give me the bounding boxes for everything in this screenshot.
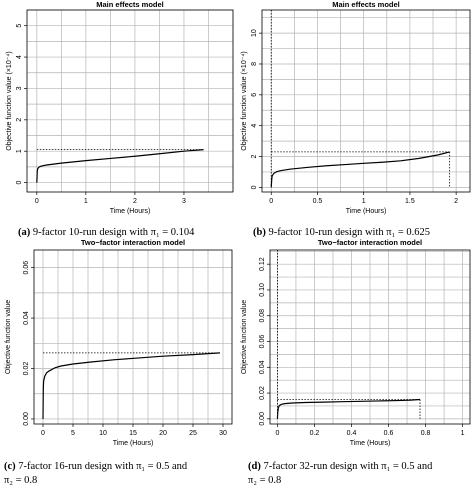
caption-c-line2: π₂ = 0.8 xyxy=(4,475,38,486)
chart-b-xlabel: Time (Hours) xyxy=(346,208,387,215)
chart-d-title: Two−factor interaction model xyxy=(318,238,422,247)
chart-d-xtick-label-4: 0.8 xyxy=(421,430,431,437)
chart-d-xtick-label-1: 0.2 xyxy=(310,430,320,437)
chart-c-ylabel: Objective function value xyxy=(5,300,12,374)
chart-d-ytick-label-3: 0.06 xyxy=(259,335,266,349)
caption-d-line2: π₂ = 0.8 xyxy=(248,475,282,486)
caption-a-label: (a) xyxy=(18,227,31,238)
chart-a-xtick-label-2: 2 xyxy=(133,198,137,205)
caption-a: (a) 9-factor 10-run design with π₁ = 0.1… xyxy=(18,226,194,240)
chart-panel-a: Main effects model 0 1 2 3 Time (Hours) 0 1 2 3 4 5… xyxy=(0,0,237,225)
chart-b-ytick-label-3: 6 xyxy=(251,93,258,97)
chart-panel-d: Two−factor interaction model 0 0.2 0.4 0.6 0.… xyxy=(237,238,474,456)
chart-d-ytick-label-6: 0.12 xyxy=(259,257,266,271)
chart-d-ytick-label-4: 0.08 xyxy=(259,309,266,323)
caption-b-text: 9-factor 10-run design with π₁ = 0.625 xyxy=(265,227,431,238)
chart-d-ytick-label-1: 0.02 xyxy=(259,386,266,400)
chart-b-svg: Main effects model 0 0.5 1 1.5 2 Time (Hours) 0… xyxy=(241,0,471,215)
caption-a-text: 9-factor 10-run design with π₁ = 0.104 xyxy=(30,227,195,238)
caption-b-label: (b) xyxy=(253,227,266,238)
chart-b-xtick-label-2: 1 xyxy=(362,198,366,205)
chart-a-ytick-label-4: 4 xyxy=(16,55,23,59)
chart-c-xtick-label-4: 20 xyxy=(159,430,167,437)
chart-d-ylabel: Objective function value xyxy=(241,300,248,374)
chart-b-xtick-label-0: 0 xyxy=(269,198,273,205)
chart-d-xtick-label-5: 1 xyxy=(461,430,465,437)
chart-a-title: Main effects model xyxy=(96,0,164,9)
chart-b-title: Main effects model xyxy=(332,0,400,9)
chart-c-ytick-label-3: 0.06 xyxy=(23,261,30,275)
chart-b-ytick-label-1: 2 xyxy=(251,154,258,158)
caption-d: (d) 7-factor 32-run design with π₁ = 0.5… xyxy=(248,460,432,488)
chart-d-ytick-label-5: 0.10 xyxy=(259,283,266,297)
chart-c-xtick-label-1: 5 xyxy=(71,430,75,437)
chart-b-ytick-label-4: 8 xyxy=(251,62,258,66)
chart-d-xtick-label-0: 0 xyxy=(275,430,279,437)
chart-c-ytick-label-1: 0.02 xyxy=(23,362,30,376)
chart-b-xtick-label-4: 2 xyxy=(454,198,458,205)
chart-c-title: Two−factor interaction model xyxy=(81,238,185,247)
chart-a-xtick-label-1: 1 xyxy=(84,198,88,205)
caption-c-label: (c) xyxy=(4,461,16,472)
chart-a-xtick-label-3: 3 xyxy=(182,198,186,205)
chart-b-xtick-label-3: 1.5 xyxy=(405,198,415,205)
chart-c-ytick-label-2: 0.04 xyxy=(23,311,30,325)
caption-b: (b) 9-factor 10-run design with π₁ = 0.6… xyxy=(253,226,430,240)
chart-a-frame xyxy=(26,9,234,193)
chart-d-xtick-label-3: 0.6 xyxy=(384,430,394,437)
chart-a-xtick-label-0: 0 xyxy=(35,198,39,205)
chart-a-series-line-0 xyxy=(36,149,204,183)
chart-b-xtick-label-1: 0.5 xyxy=(313,198,323,205)
chart-d-ytick-label-2: 0.04 xyxy=(259,360,266,374)
chart-panel-c: Two−factor interaction model 0 5 10 15 20 25 30… xyxy=(0,238,237,456)
chart-b-ytick-label-5: 10 xyxy=(251,29,258,37)
chart-a-ytick-label-0: 0 xyxy=(16,181,23,185)
chart-d-frame xyxy=(269,249,471,425)
chart-a-ytick-label-1: 1 xyxy=(16,149,23,153)
caption-c: (c) 7-factor 16-run design with π₁ = 0.5… xyxy=(4,460,187,488)
caption-d-label: (d) xyxy=(248,461,261,472)
chart-b-ylabel: Objective function value (×10⁻⁴) xyxy=(241,51,248,151)
chart-d-series-line-0 xyxy=(276,398,421,419)
chart-c-xtick-label-3: 15 xyxy=(129,430,137,437)
chart-panel-b: Main effects model 0 0.5 1 1.5 2 Time (Hours) 0… xyxy=(237,0,474,225)
chart-c-xlabel: Time (Hours) xyxy=(113,440,154,447)
chart-b-frame xyxy=(261,9,471,193)
chart-b-series-line-0 xyxy=(270,151,450,188)
caption-c-text: 7-factor 16-run design with π₁ = 0.5 and xyxy=(15,461,188,472)
chart-a-xlabel: Time (Hours) xyxy=(110,208,151,215)
chart-a-ytick-label-2: 2 xyxy=(16,118,23,122)
chart-d-svg: Two−factor interaction model 0 0.2 0.4 0.6 0.… xyxy=(241,238,471,447)
chart-c-series-line-0 xyxy=(42,352,221,419)
chart-a-svg: Main effects model 0 1 2 3 Time (Hours) 0 1 2 3 4 5… xyxy=(6,0,234,215)
chart-c-svg: Two−factor interaction model 0 5 10 15 20 25 30… xyxy=(5,238,233,447)
chart-c-ytick-label-0: 0.00 xyxy=(23,412,30,426)
chart-b-ytick-label-0: 0 xyxy=(251,185,258,189)
chart-d-xlabel: Time (Hours) xyxy=(350,440,391,447)
chart-b-ytick-label-2: 4 xyxy=(251,124,258,128)
chart-d-ytick-label-0: 0.00 xyxy=(259,412,266,426)
chart-a-ytick-label-5: 5 xyxy=(16,24,23,28)
chart-a-ylabel: Objective function value (×10⁻⁴) xyxy=(6,51,13,151)
chart-a-ytick-label-3: 3 xyxy=(16,86,23,90)
chart-c-xtick-label-2: 10 xyxy=(99,430,107,437)
chart-c-xtick-label-5: 25 xyxy=(189,430,197,437)
chart-c-xtick-label-6: 30 xyxy=(219,430,227,437)
caption-d-text: 7-factor 32-run design with π₁ = 0.5 and xyxy=(260,461,433,472)
chart-c-xtick-label-0: 0 xyxy=(41,430,45,437)
chart-d-xtick-label-2: 0.4 xyxy=(347,430,357,437)
